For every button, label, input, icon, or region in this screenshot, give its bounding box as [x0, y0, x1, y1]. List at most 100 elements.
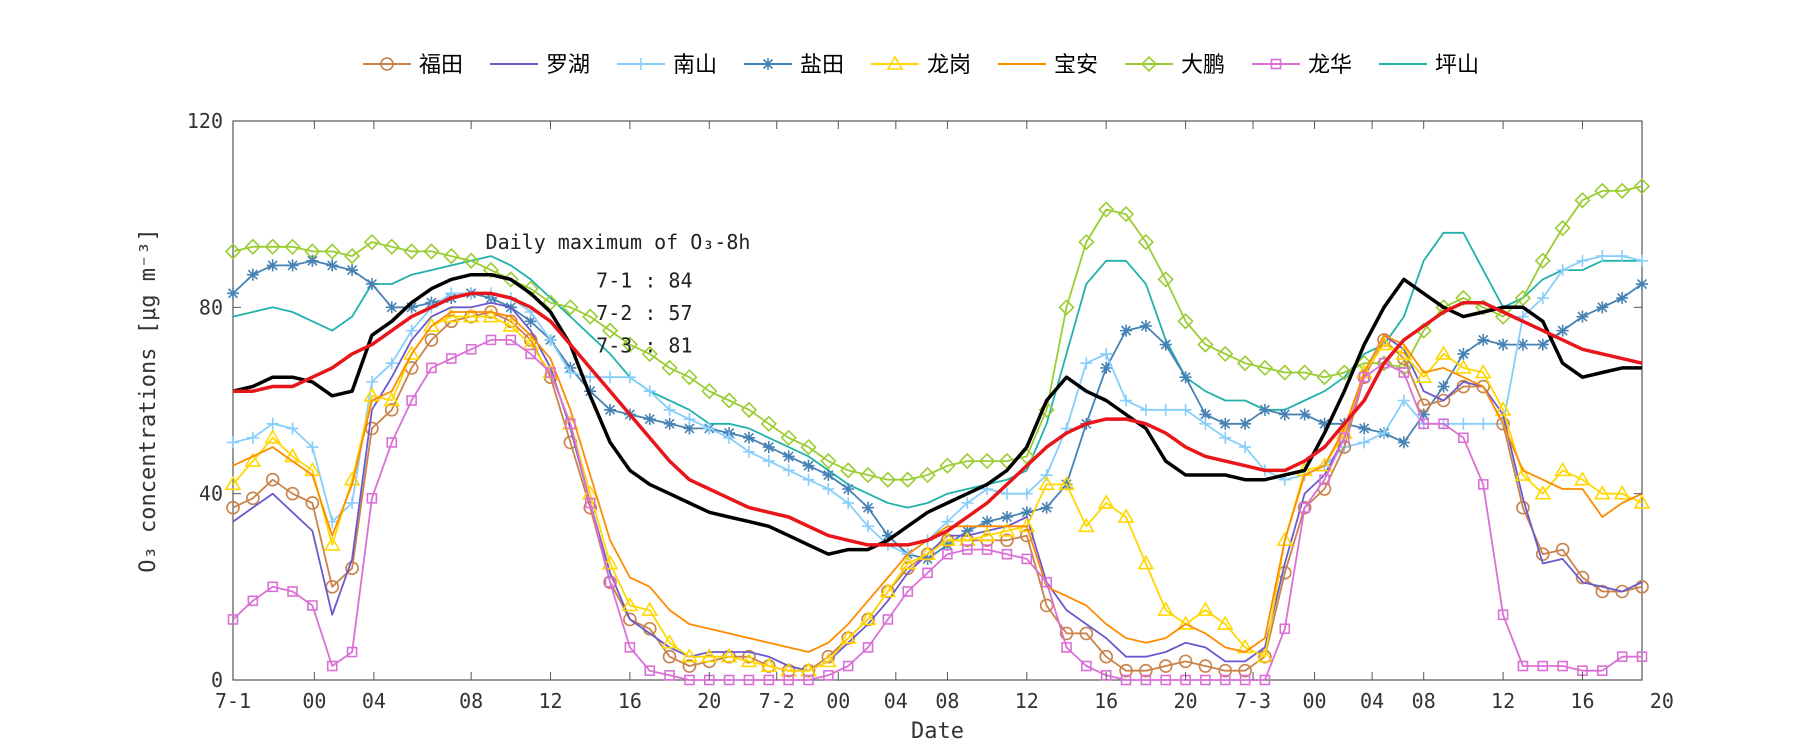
data-point: [1616, 651, 1628, 663]
data-point: [662, 649, 677, 664]
data-point: [1358, 436, 1371, 449]
data-point: [763, 674, 775, 686]
data-point: [1139, 319, 1152, 332]
data-point: [1497, 338, 1510, 351]
data-point: [1097, 494, 1115, 509]
data-point: [1276, 531, 1294, 547]
data-point: [842, 496, 855, 509]
data-point: [564, 366, 577, 379]
data-point: [1455, 289, 1472, 307]
data-point: [720, 648, 738, 663]
data-point: [1537, 660, 1549, 672]
data-point: [601, 554, 619, 570]
data-point: [1199, 408, 1212, 421]
data-point: [482, 308, 500, 323]
data-point: [1177, 615, 1194, 630]
data-point: [899, 471, 916, 488]
data-point: [1378, 427, 1391, 440]
data-point: [604, 403, 617, 416]
data-point: [760, 415, 777, 432]
data-point: [565, 418, 576, 430]
data-point: [1217, 345, 1234, 363]
series-龙华: [227, 334, 1648, 686]
legend-marker: [886, 55, 904, 70]
data-point: [1576, 254, 1589, 267]
legend-entry: 福田: [363, 53, 463, 78]
data-point: [525, 348, 536, 360]
x-tick-label: 20: [697, 689, 721, 713]
data-point: [1477, 333, 1490, 346]
x-tick-label: 04: [1360, 689, 1384, 713]
data-point: [822, 483, 835, 496]
data-point: [1474, 363, 1492, 379]
data-point: [1120, 324, 1133, 337]
data-point: [1100, 361, 1113, 374]
data-point: [839, 629, 857, 644]
data-point: [1517, 660, 1529, 672]
data-point: [1259, 674, 1271, 686]
data-point: [743, 674, 755, 686]
data-point: [307, 600, 318, 611]
data-point: [661, 634, 678, 649]
data-point: [723, 431, 736, 444]
legend-label: 龙岗: [927, 53, 971, 78]
data-point: [246, 491, 260, 506]
data-point: [1179, 371, 1192, 384]
data-point: [384, 403, 399, 417]
x-axis-label: Date: [911, 719, 964, 744]
data-point: [961, 544, 973, 555]
data-point: [462, 308, 480, 323]
data-point: [265, 472, 280, 487]
data-point: [1098, 201, 1115, 218]
data-point: [385, 301, 398, 314]
data-point: [264, 238, 281, 255]
data-point: [1100, 347, 1113, 360]
data-point: [1437, 380, 1450, 393]
data-point: [406, 395, 417, 406]
data-point: [780, 429, 797, 446]
series-坪山: [232, 231, 1642, 509]
x-tick-label: 04: [884, 689, 908, 713]
data-point: [1358, 422, 1371, 435]
data-point: [463, 252, 480, 269]
data-point: [919, 545, 936, 561]
data-point: [1636, 278, 1648, 291]
legend-marker: [762, 58, 774, 70]
data-point: [1077, 517, 1095, 533]
data-point: [1159, 338, 1172, 351]
data-point: [1040, 501, 1053, 514]
legend-label: 坪山: [1435, 53, 1479, 78]
data-point: [562, 299, 579, 316]
data-point: [1157, 271, 1174, 288]
data-point: [266, 259, 279, 272]
data-point: [1457, 347, 1470, 360]
data-point: [623, 371, 636, 384]
data-point: [762, 455, 775, 468]
data-point: [1358, 371, 1370, 383]
data-point: [1536, 292, 1549, 305]
data-point: [603, 575, 617, 589]
data-point: [1179, 403, 1192, 416]
data-point: [502, 317, 520, 332]
data-point: [1436, 393, 1451, 408]
data-point: [264, 429, 282, 444]
data-point: [723, 674, 735, 686]
data-point: [1239, 417, 1252, 430]
data-point: [641, 601, 659, 616]
data-point: [386, 437, 398, 448]
data-point: [1476, 379, 1491, 394]
data-point: [1276, 364, 1293, 381]
data-point: [1018, 517, 1036, 533]
data-point: [584, 371, 597, 384]
data-point: [1616, 250, 1629, 263]
x-tick-label: 16: [1094, 689, 1118, 713]
data-point: [1296, 364, 1313, 381]
data-point: [803, 674, 814, 686]
data-point: [859, 610, 877, 626]
data-point: [822, 469, 835, 482]
data-point: [961, 524, 974, 537]
data-point: [1178, 654, 1193, 669]
data-point: [246, 431, 259, 444]
data-point: [284, 238, 301, 255]
